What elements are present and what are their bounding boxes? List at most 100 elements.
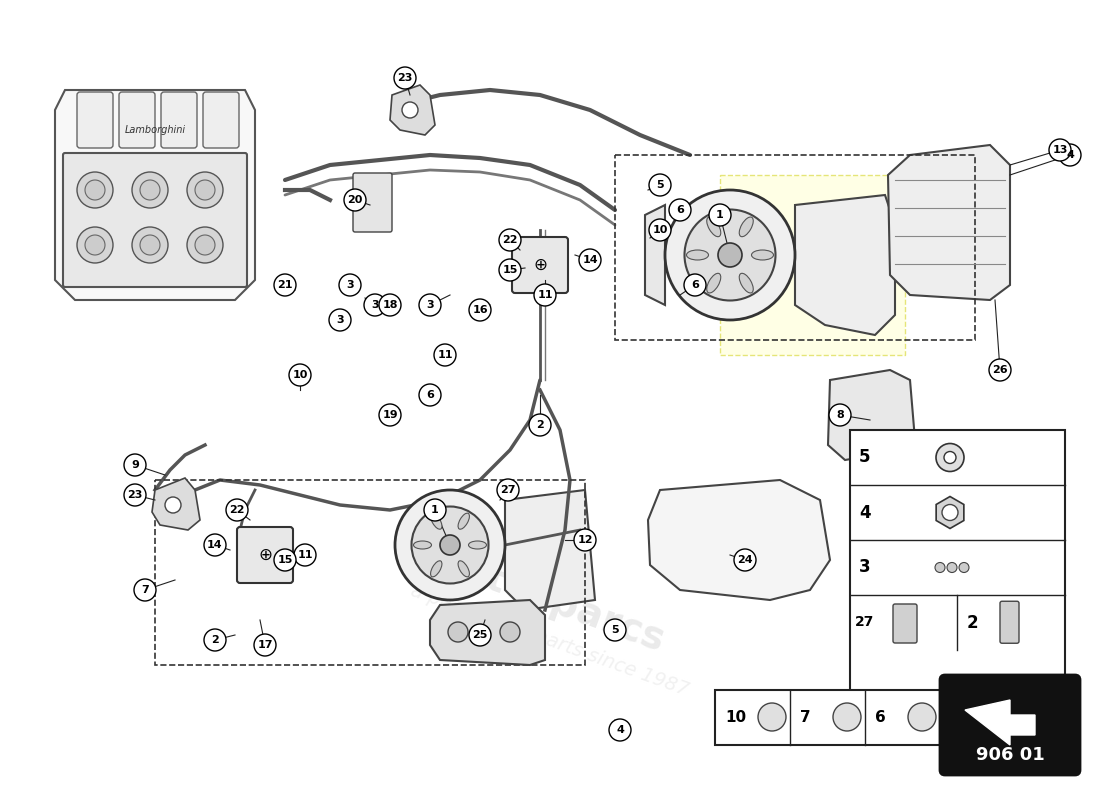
Ellipse shape bbox=[751, 250, 773, 260]
Circle shape bbox=[833, 703, 861, 731]
Text: 6: 6 bbox=[691, 280, 698, 290]
Circle shape bbox=[734, 549, 756, 571]
Text: 14: 14 bbox=[207, 540, 223, 550]
Text: 10: 10 bbox=[725, 710, 746, 725]
Circle shape bbox=[942, 505, 958, 521]
Circle shape bbox=[329, 309, 351, 331]
Text: 26: 26 bbox=[992, 365, 1008, 375]
Text: 1: 1 bbox=[431, 505, 439, 515]
Text: ⊕: ⊕ bbox=[258, 546, 272, 564]
FancyBboxPatch shape bbox=[512, 237, 568, 293]
FancyBboxPatch shape bbox=[119, 92, 155, 148]
Circle shape bbox=[77, 227, 113, 263]
Ellipse shape bbox=[739, 217, 754, 237]
Ellipse shape bbox=[430, 513, 442, 530]
Circle shape bbox=[499, 259, 521, 281]
Circle shape bbox=[204, 629, 226, 651]
Circle shape bbox=[448, 622, 468, 642]
Circle shape bbox=[165, 497, 182, 513]
Ellipse shape bbox=[458, 561, 470, 577]
Circle shape bbox=[85, 180, 104, 200]
Text: 18: 18 bbox=[383, 300, 398, 310]
Text: 3: 3 bbox=[859, 558, 871, 577]
Ellipse shape bbox=[430, 561, 442, 577]
Circle shape bbox=[579, 249, 601, 271]
Text: 3: 3 bbox=[371, 300, 378, 310]
Circle shape bbox=[936, 443, 964, 471]
Circle shape bbox=[758, 703, 786, 731]
FancyBboxPatch shape bbox=[850, 430, 1065, 735]
Text: 21: 21 bbox=[277, 280, 293, 290]
Circle shape bbox=[402, 102, 418, 118]
Polygon shape bbox=[720, 175, 905, 355]
Text: 6: 6 bbox=[676, 205, 684, 215]
Circle shape bbox=[469, 624, 491, 646]
Text: Lamborghini: Lamborghini bbox=[124, 125, 186, 135]
Polygon shape bbox=[828, 370, 915, 460]
Text: 5: 5 bbox=[859, 449, 871, 466]
Text: 25: 25 bbox=[472, 630, 487, 640]
Text: 8: 8 bbox=[836, 410, 844, 420]
FancyBboxPatch shape bbox=[940, 675, 1080, 775]
Ellipse shape bbox=[469, 541, 486, 549]
Circle shape bbox=[379, 294, 401, 316]
Text: 2: 2 bbox=[536, 420, 543, 430]
Text: 4: 4 bbox=[616, 725, 624, 735]
Circle shape bbox=[339, 274, 361, 296]
Text: 11: 11 bbox=[537, 290, 552, 300]
Text: 23: 23 bbox=[397, 73, 412, 83]
Circle shape bbox=[140, 180, 159, 200]
Circle shape bbox=[649, 174, 671, 196]
FancyBboxPatch shape bbox=[236, 527, 293, 583]
Circle shape bbox=[684, 210, 776, 301]
Circle shape bbox=[274, 549, 296, 571]
Text: 3: 3 bbox=[426, 300, 433, 310]
Text: 11: 11 bbox=[297, 550, 312, 560]
Text: ⊕: ⊕ bbox=[534, 256, 547, 274]
Circle shape bbox=[124, 484, 146, 506]
Text: 24: 24 bbox=[737, 555, 752, 565]
Circle shape bbox=[574, 529, 596, 551]
Circle shape bbox=[434, 344, 456, 366]
Circle shape bbox=[289, 364, 311, 386]
Text: 27: 27 bbox=[500, 485, 516, 495]
Circle shape bbox=[274, 274, 296, 296]
Circle shape bbox=[379, 404, 401, 426]
Circle shape bbox=[395, 490, 505, 600]
Text: 7: 7 bbox=[141, 585, 149, 595]
Ellipse shape bbox=[686, 250, 708, 260]
Circle shape bbox=[344, 189, 366, 211]
FancyBboxPatch shape bbox=[1000, 602, 1019, 643]
Text: 10: 10 bbox=[652, 225, 668, 235]
Text: 15: 15 bbox=[277, 555, 293, 565]
Circle shape bbox=[226, 499, 248, 521]
Circle shape bbox=[77, 172, 113, 208]
Circle shape bbox=[908, 703, 936, 731]
Circle shape bbox=[534, 284, 556, 306]
Ellipse shape bbox=[706, 217, 721, 237]
Circle shape bbox=[132, 227, 168, 263]
Text: 12: 12 bbox=[578, 535, 593, 545]
Text: 4: 4 bbox=[859, 503, 871, 522]
Text: 22: 22 bbox=[229, 505, 244, 515]
Text: 22: 22 bbox=[503, 235, 518, 245]
Text: 16: 16 bbox=[472, 305, 487, 315]
FancyBboxPatch shape bbox=[893, 604, 917, 643]
Circle shape bbox=[829, 404, 851, 426]
Text: 6: 6 bbox=[426, 390, 433, 400]
Text: a passion for parts since 1987: a passion for parts since 1987 bbox=[408, 581, 692, 699]
Ellipse shape bbox=[414, 541, 431, 549]
Circle shape bbox=[394, 67, 416, 89]
Circle shape bbox=[935, 562, 945, 573]
FancyBboxPatch shape bbox=[353, 173, 392, 232]
Circle shape bbox=[666, 190, 795, 320]
Circle shape bbox=[609, 719, 631, 741]
FancyBboxPatch shape bbox=[77, 92, 113, 148]
Text: 906 01: 906 01 bbox=[976, 746, 1044, 764]
Circle shape bbox=[959, 562, 969, 573]
Text: 10: 10 bbox=[293, 370, 308, 380]
Circle shape bbox=[604, 619, 626, 641]
Polygon shape bbox=[648, 480, 830, 600]
Text: 5: 5 bbox=[612, 625, 619, 635]
Ellipse shape bbox=[706, 274, 721, 293]
